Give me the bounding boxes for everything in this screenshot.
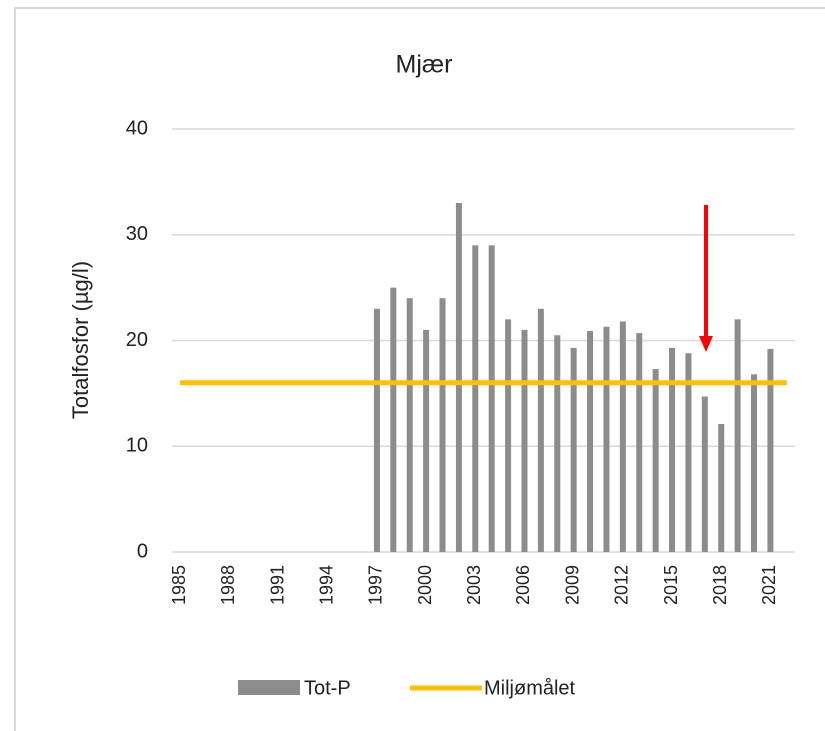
y-tick-label: 40 [126,117,148,139]
bar [521,329,528,552]
bar [406,298,413,552]
x-tick-label: 2021 [759,565,779,605]
bar [554,335,561,552]
bar [669,347,676,552]
bar [636,333,643,552]
bar [390,287,397,552]
x-tick-label: 2006 [513,565,533,605]
bar [423,329,430,552]
x-tick-label: 1991 [267,565,287,605]
legend-label: Tot-P [304,677,351,699]
legend-swatch [238,680,300,695]
bar [767,348,774,552]
y-tick-label: 30 [126,223,148,245]
bar [439,298,446,552]
chart-title: Mjær [396,51,453,79]
bar [505,319,512,552]
bar [373,308,380,552]
arrow-head [699,336,713,352]
legend-label: Miljømålet [484,677,576,699]
bar [455,203,462,552]
bar [603,326,610,552]
y-tick-label: 10 [126,435,148,457]
x-tick-label: 1994 [317,565,337,605]
x-tick-label: 1988 [218,565,238,605]
bar [685,353,692,552]
x-tick-label: 2018 [710,565,730,605]
annotation-arrow [699,205,713,352]
bar [570,347,577,552]
y-tick-label: 20 [126,329,148,351]
y-axis-label: Totalfosfor (µg/l) [68,261,93,419]
bar [652,369,659,552]
bar [587,330,594,552]
bar [472,245,479,552]
y-tick-label: 0 [137,540,148,562]
x-tick-label: 2009 [562,565,582,605]
x-tick-label: 2015 [661,565,681,605]
x-tick-label: 1997 [366,565,386,605]
x-tick-label: 1985 [169,565,189,605]
bar [718,424,725,552]
bar [619,321,626,552]
bar [734,319,741,552]
bar [701,396,708,552]
bar [537,308,544,552]
x-tick-label: 2012 [612,565,632,605]
x-tick-label: 2000 [415,565,435,605]
bar [488,245,495,552]
x-tick-label: 2003 [464,565,484,605]
bar [751,374,758,552]
